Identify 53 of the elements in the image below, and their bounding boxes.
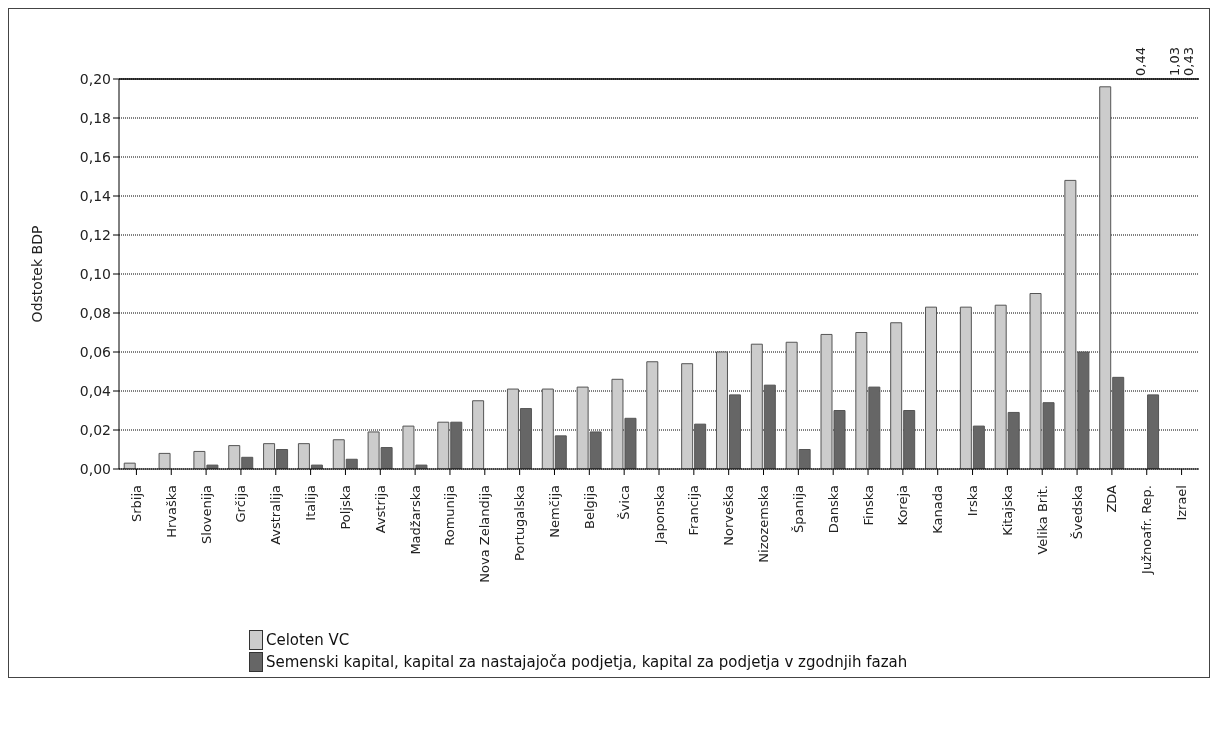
x-tick-label: Velika Brit.: [1034, 485, 1050, 555]
x-tick-label: Koreja: [895, 485, 911, 526]
x-tick-label: Avstralija: [268, 485, 284, 545]
x-tick-label: Portugalska: [512, 485, 528, 561]
bar: [158, 452, 171, 469]
y-tick-label: 0,08: [79, 304, 111, 321]
y-tick-label: 0,06: [79, 343, 112, 360]
text: 0,44: [1132, 47, 1148, 76]
y-axis-title: Odstotek BDP: [28, 225, 45, 323]
y-tick-label: 0,16: [79, 148, 112, 165]
x-tick-label: Kanada: [930, 485, 946, 534]
legend-label: Semenski kapital, kapital za nastajajoča podjetja, kapital za podjetja v zgodnjih fazah: [266, 653, 908, 671]
x-tick-label: Grčija: [233, 485, 249, 523]
x-tick-label: Norveška: [721, 485, 737, 546]
x-tick-label: Avstrija: [372, 485, 388, 534]
x-tick-label: Danska: [825, 485, 841, 534]
y-tick-label: 0,10: [79, 265, 111, 282]
y-tick-label: 0,20: [79, 70, 111, 87]
x-tick-label: Francija: [686, 485, 702, 536]
x-tick-label: Švica: [616, 485, 632, 520]
text: 0,43: [1180, 47, 1196, 76]
bar: [925, 306, 938, 469]
x-tick-label: Poljska: [337, 485, 353, 530]
x-tick-label: Italija: [303, 485, 319, 521]
y-tick-label: 0,02: [79, 421, 111, 438]
x-tick-label: Japonska: [651, 485, 667, 545]
text: 1,03: [1167, 47, 1183, 76]
x-tick-label: Švedska: [1069, 485, 1085, 540]
x-tick-label: Finska: [860, 485, 876, 526]
x-tick-label: Španija: [790, 485, 806, 533]
x-tick-label: Južnoafr. Rep.: [1139, 485, 1155, 575]
legend-label: Celoten VC: [266, 631, 350, 649]
x-tick-label: Slovenija: [198, 485, 214, 544]
x-tick-label: ZDA: [1104, 484, 1120, 513]
bar: [472, 400, 485, 469]
y-tick-label: 0,14: [79, 187, 112, 204]
x-tick-label: Nemčija: [546, 485, 562, 538]
y-tick-label: 0,12: [79, 226, 111, 243]
x-tick-label: Madžarska: [407, 485, 423, 555]
bar: [1147, 394, 1160, 469]
x-tick-label: Belgija: [581, 485, 597, 529]
x-tick-label: Hrvaška: [163, 485, 179, 538]
x-tick-label: Irska: [965, 485, 981, 517]
x-tick-label: Kitajska: [999, 485, 1015, 536]
bar: [646, 361, 659, 469]
x-tick-label: Izrael: [1174, 485, 1190, 521]
y-tick-label: 0,04: [79, 382, 112, 399]
x-tick-label: Romunija: [442, 485, 458, 546]
y-tick-label: 0,00: [79, 460, 111, 477]
x-tick-label: Srbija: [128, 485, 144, 523]
x-tick-label: Nizozemska: [756, 485, 772, 563]
y-tick-label: 0,18: [79, 109, 111, 126]
x-tick-label: Nova Zelandija: [477, 485, 493, 583]
